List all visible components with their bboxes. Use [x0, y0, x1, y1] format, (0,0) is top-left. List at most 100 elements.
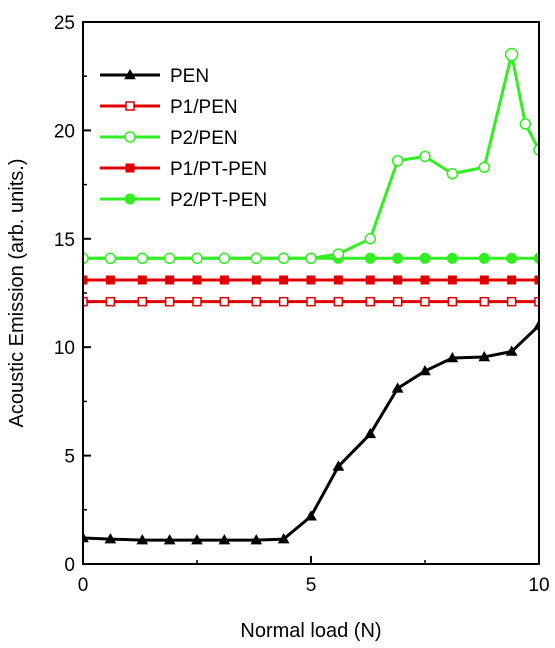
data-point — [392, 296, 403, 307]
data-point — [364, 252, 376, 264]
data-point — [420, 296, 430, 307]
data-point — [306, 275, 316, 285]
legend-label: P1/PEN — [170, 97, 238, 118]
data-point — [250, 252, 263, 265]
data-point — [478, 161, 491, 174]
data-point — [277, 252, 290, 265]
data-point — [218, 252, 231, 265]
data-point — [364, 427, 377, 439]
data-point — [533, 319, 539, 330]
data-point — [447, 275, 457, 285]
legend-entry: PEN — [100, 66, 209, 87]
series-2 — [83, 47, 539, 265]
data-point — [534, 275, 539, 285]
y-tick-label: 15 — [54, 230, 75, 251]
data-point — [83, 252, 89, 265]
legend-marker — [125, 101, 135, 111]
series-line — [83, 324, 539, 542]
legend-label: P2/PEN — [170, 128, 238, 149]
data-point — [365, 275, 375, 285]
series-1 — [83, 296, 539, 307]
data-point — [192, 296, 202, 307]
data-point — [446, 252, 458, 264]
legend-marker — [124, 68, 136, 80]
data-point — [365, 296, 376, 307]
data-point — [136, 534, 149, 545]
legend-marker — [124, 131, 136, 143]
data-point — [219, 275, 229, 285]
data-point — [191, 252, 203, 265]
x-tick-label: 10 — [528, 575, 549, 596]
data-point — [250, 534, 263, 545]
data-point — [83, 296, 88, 307]
data-point — [251, 275, 261, 285]
data-point — [305, 510, 317, 521]
ticks-layer: 0 5 10 15 20 25 0 5 10 — [54, 13, 550, 596]
data-point — [83, 275, 88, 285]
data-point — [504, 47, 519, 62]
data-point — [506, 296, 517, 307]
data-point — [164, 296, 175, 307]
data-point — [393, 275, 403, 285]
legend-entry: P1/PEN — [100, 97, 238, 118]
legend-entry: P2/PEN — [100, 128, 238, 149]
data-point — [419, 252, 431, 264]
data-point — [191, 534, 203, 545]
data-point — [163, 252, 176, 265]
y-tick-label: 20 — [54, 121, 75, 142]
data-point — [392, 252, 404, 264]
legend-label: PEN — [170, 66, 209, 87]
data-point — [446, 352, 459, 363]
series-3 — [83, 275, 539, 285]
data-point — [306, 296, 316, 307]
legend-entry: P2/PT-PEN — [100, 190, 267, 211]
legend: PEN P1/PEN P2/PEN P1/PT-PEN P2/PT-PEN — [100, 66, 267, 211]
data-point — [478, 252, 490, 264]
data-point — [83, 531, 89, 543]
data-point — [279, 275, 289, 285]
data-point — [478, 350, 491, 362]
data-point — [219, 296, 230, 307]
series-line — [83, 53, 539, 260]
data-point — [333, 275, 343, 285]
data-point — [105, 296, 116, 307]
data-point — [137, 296, 148, 307]
y-tick-label: 5 — [64, 447, 75, 468]
data-point — [507, 275, 517, 285]
legend-entry: P1/PT-PEN — [100, 159, 267, 180]
legend-marker — [124, 193, 136, 205]
data-point — [420, 275, 430, 285]
data-point — [333, 296, 344, 307]
x-tick-label: 0 — [78, 575, 89, 596]
y-tick-label: 10 — [54, 338, 75, 359]
data-point — [104, 252, 117, 265]
data-point — [447, 296, 458, 307]
data-point — [218, 534, 231, 545]
y-axis-title: Acoustic Emission (arb. units.) — [6, 159, 28, 428]
data-point — [534, 296, 539, 307]
data-point — [136, 252, 149, 265]
x-axis-title: Normal load (N) — [240, 620, 381, 642]
data-point — [251, 296, 262, 307]
y-tick-label: 0 — [64, 555, 75, 576]
data-point — [305, 252, 317, 265]
x-tick-label: 5 — [306, 575, 317, 596]
data-point — [332, 460, 345, 471]
data-point — [105, 275, 115, 285]
data-point — [277, 533, 290, 544]
legend-label: P2/PT-PEN — [170, 190, 267, 211]
data-point — [391, 155, 404, 167]
plot-frame — [82, 21, 540, 565]
data-point — [533, 252, 539, 264]
legend-label: P1/PT-PEN — [170, 159, 267, 180]
data-point — [137, 275, 147, 285]
data-point — [479, 275, 489, 285]
data-point — [364, 233, 377, 245]
data-point — [165, 275, 175, 285]
series-0 — [83, 319, 539, 545]
data-point — [479, 296, 490, 307]
data-point — [446, 168, 459, 180]
data-point — [533, 144, 539, 156]
data-point — [506, 252, 518, 264]
